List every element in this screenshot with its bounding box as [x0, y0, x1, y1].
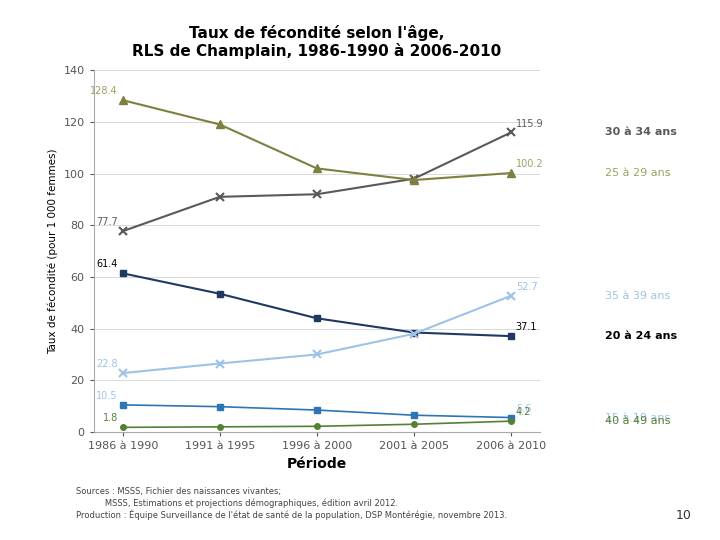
Text: MSSS, Estimations et projections démographiques, édition avril 2012.: MSSS, Estimations et projections démogra…	[76, 498, 397, 508]
Text: 30 à 34 ans: 30 à 34 ans	[606, 127, 678, 138]
Text: 77.7: 77.7	[96, 217, 118, 227]
X-axis label: Période: Période	[287, 457, 347, 470]
Text: 35 à 39 ans: 35 à 39 ans	[606, 291, 670, 301]
Text: 37.1: 37.1	[516, 322, 537, 332]
Text: Sources : MSSS, Fichier des naissances vivantes;: Sources : MSSS, Fichier des naissances v…	[76, 487, 281, 496]
Y-axis label: Taux de fécondité (pour 1 000 femmes): Taux de fécondité (pour 1 000 femmes)	[48, 148, 58, 354]
Text: 22.8: 22.8	[96, 359, 118, 369]
Text: 10: 10	[675, 509, 691, 523]
Text: 61.4: 61.4	[96, 259, 118, 269]
Text: 4.2: 4.2	[516, 407, 531, 417]
Text: 52.7: 52.7	[516, 282, 538, 292]
Text: 100.2: 100.2	[516, 159, 544, 169]
Text: 40 à 49 ans: 40 à 49 ans	[606, 416, 671, 426]
Text: 128.4: 128.4	[90, 86, 118, 96]
Text: 115.9: 115.9	[516, 119, 544, 129]
Text: 10.5: 10.5	[96, 391, 118, 401]
Text: 25 à 29 ans: 25 à 29 ans	[606, 168, 671, 178]
Title: Taux de fécondité selon l'âge,
RLS de Champlain, 1986-1990 à 2006-2010: Taux de fécondité selon l'âge, RLS de Ch…	[132, 25, 501, 59]
Text: Production : Équipe Surveillance de l'état de santé de la population, DSP Montér: Production : Équipe Surveillance de l'ét…	[76, 509, 507, 520]
Text: 1.8: 1.8	[103, 414, 118, 423]
Text: 5.6: 5.6	[516, 404, 531, 414]
Text: 20 à 24 ans: 20 à 24 ans	[606, 331, 678, 341]
Text: 15 à 19 ans: 15 à 19 ans	[606, 413, 670, 422]
